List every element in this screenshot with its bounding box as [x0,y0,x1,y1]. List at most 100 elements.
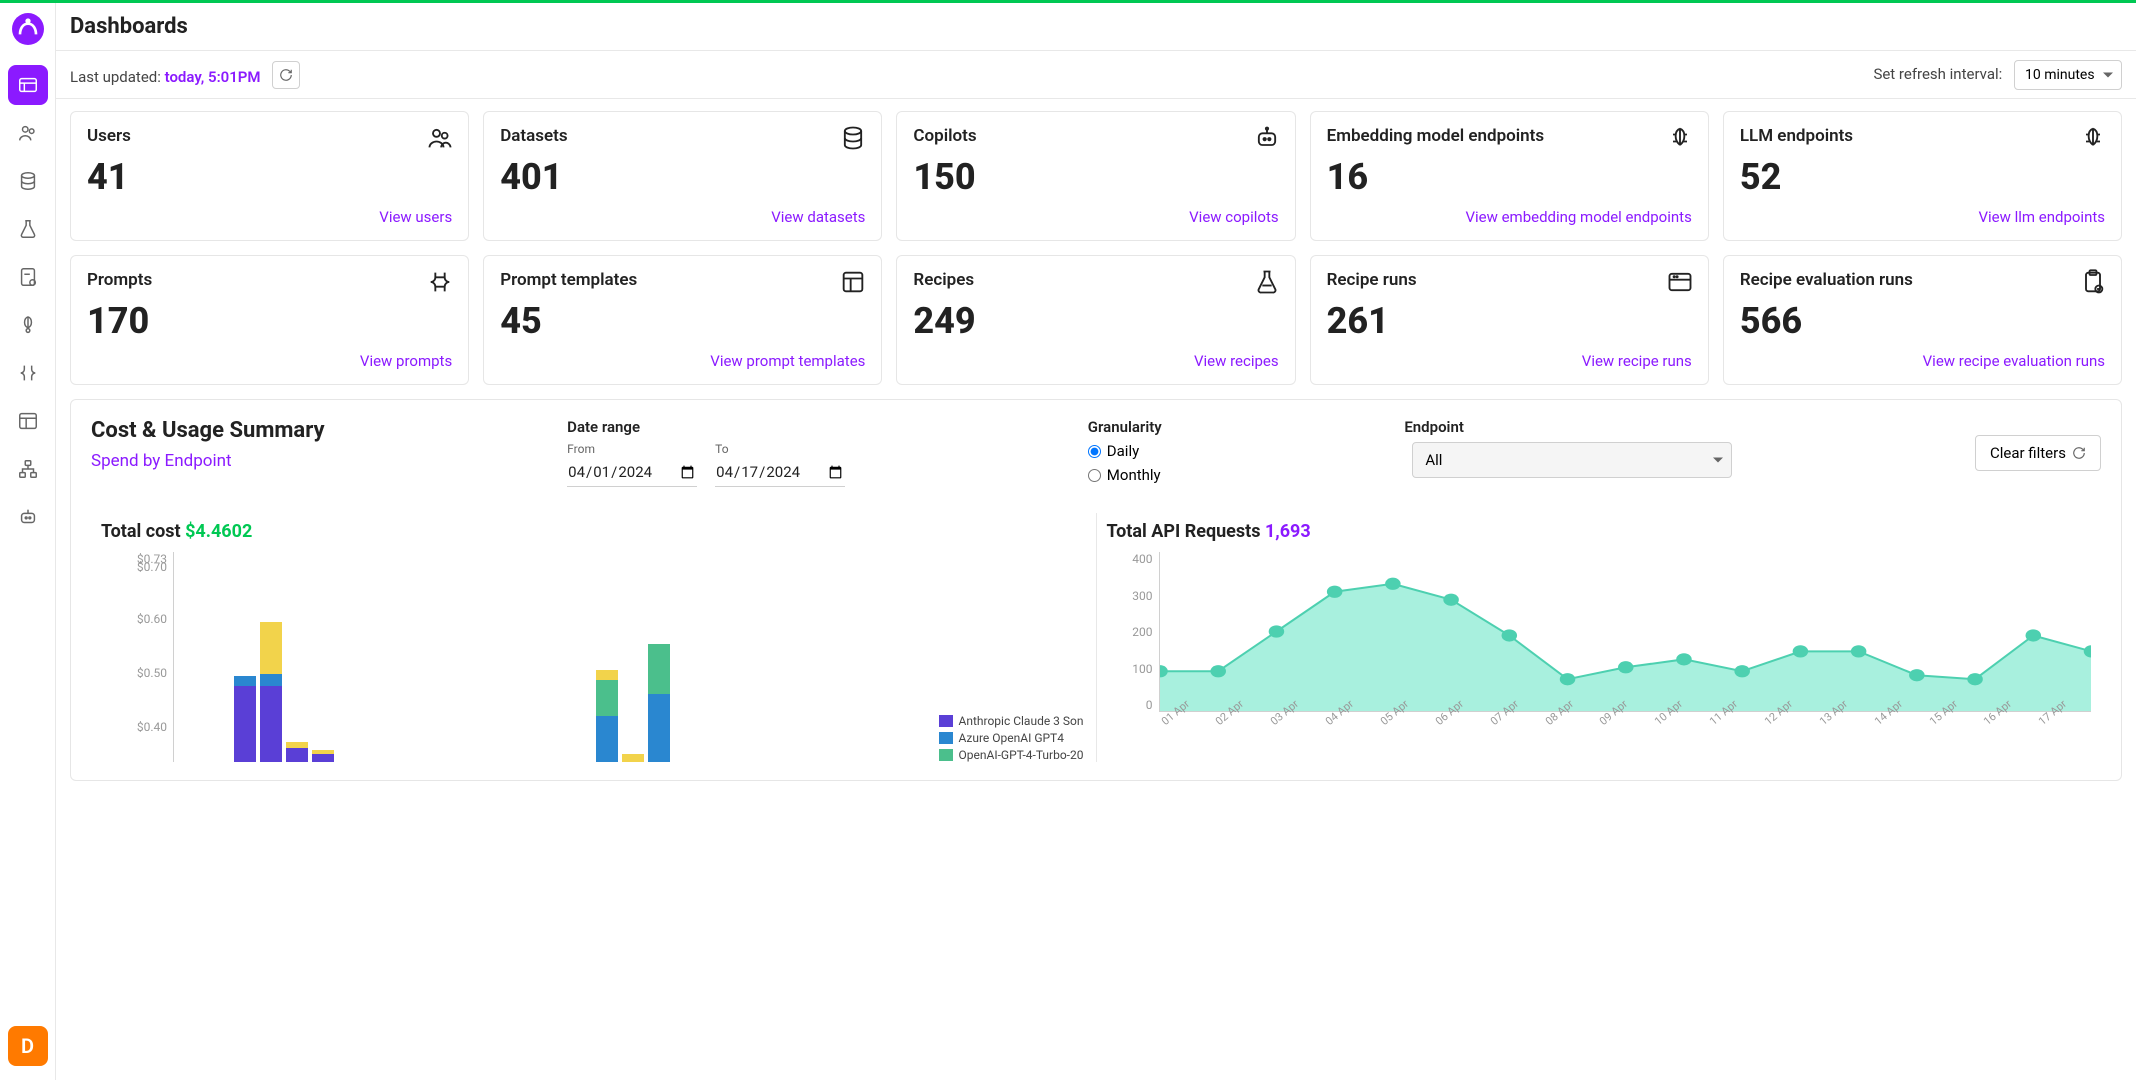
refresh-label: Set refresh interval: [1873,65,2002,83]
brain-icon [2079,124,2107,152]
card-link[interactable]: View prompts [87,352,452,370]
stat-card: Copilots 150 View copilots [896,111,1295,241]
filter-endpoint: Endpoint All [1404,418,1732,478]
date-range-label: Date range [567,418,845,436]
card-value: 16 [1327,156,1692,198]
summary-title: Cost & Usage Summary [91,418,325,443]
main-area: Dashboards Last updated: today, 5:01PM S… [56,3,2136,1080]
to-date-input[interactable] [715,458,845,487]
card-title: Recipe evaluation runs [1740,270,2105,290]
header: Dashboards [56,3,2136,51]
card-value: 566 [1740,300,2105,342]
bot-icon [1253,124,1281,152]
card-value: 170 [87,300,452,342]
card-link[interactable]: View recipe runs [1327,352,1692,370]
users-icon [426,124,454,152]
browser-icon [1666,268,1694,296]
nav-prompts[interactable] [8,353,48,393]
stat-card: Prompts 170 View prompts [70,255,469,385]
user-avatar[interactable]: D [8,1026,48,1066]
nav-org[interactable] [8,449,48,489]
granularity-option[interactable]: Daily [1088,442,1162,460]
refresh-controls: Set refresh interval: 10 minutes [1873,60,2122,90]
card-title: Recipes [913,270,1278,290]
cards-row: Prompts 170 View prompts Prompt template… [70,255,2122,385]
cost-chart-legend: Anthropic Claude 3 SonAzure OpenAI GPT4O… [939,711,1084,762]
refresh-interval-select[interactable]: 10 minutes [2014,60,2122,90]
card-link[interactable]: View recipes [913,352,1278,370]
card-value: 401 [500,156,865,198]
card-value: 41 [87,156,452,198]
api-chart-title: Total API Requests 1,693 [1107,521,2092,542]
card-link[interactable]: View embedding model endpoints [1327,208,1692,226]
card-link[interactable]: View datasets [500,208,865,226]
card-link[interactable]: View llm endpoints [1740,208,2105,226]
api-chart-panel: Total API Requests 1,693 4003002001000 0… [1097,513,2102,762]
command-icon [426,268,454,296]
cost-chart-title: Total cost $4.4602 [101,521,1086,542]
card-link[interactable]: View recipe evaluation runs [1740,352,2105,370]
card-title: Prompt templates [500,270,865,290]
card-title: Recipe runs [1327,270,1692,290]
from-label: From [567,442,697,456]
nav-dashboards[interactable] [8,65,48,105]
template-icon [839,268,867,296]
card-link[interactable]: View copilots [913,208,1278,226]
app-logo[interactable] [12,13,44,45]
card-value: 261 [1327,300,1692,342]
card-value: 45 [500,300,865,342]
summary-subtitle[interactable]: Spend by Endpoint [91,451,325,471]
reload-button[interactable] [272,61,300,89]
nav-runs[interactable] [8,257,48,297]
cost-bar-chart: $0.73$0.70$0.60$0.50$0.40 Anthropic Clau… [101,552,1086,762]
endpoint-select[interactable]: All [1412,442,1732,478]
granularity-label: Granularity [1088,418,1162,436]
card-link[interactable]: View prompt templates [500,352,865,370]
api-chart-xaxis: 01 Apr02 Apr03 Apr04 Apr05 Apr06 Apr07 A… [1159,718,2092,731]
card-value: 52 [1740,156,2105,198]
last-updated: Last updated: today, 5:01PM [70,61,300,89]
last-updated-label: Last updated: [70,68,165,86]
brain-icon [1666,124,1694,152]
nav-templates[interactable] [8,401,48,441]
nav-copilot[interactable] [8,497,48,537]
stat-card: Recipe runs 261 View recipe runs [1310,255,1709,385]
from-date-input[interactable] [567,458,697,487]
endpoint-label: Endpoint [1404,418,1732,436]
flask-icon [1253,268,1281,296]
cards-row: Users 41 View users Datasets 401 View da… [70,111,2122,241]
card-title: Prompts [87,270,452,290]
last-updated-value: today, 5:01PM [165,68,261,86]
clear-filters-button[interactable]: Clear filters [1975,435,2101,471]
cost-chart-panel: Total cost $4.4602 $0.73$0.70$0.60$0.50$… [91,513,1097,762]
cost-usage-panel: Cost & Usage Summary Spend by Endpoint D… [70,399,2122,781]
stat-card: Recipe evaluation runs 566 View recipe e… [1723,255,2122,385]
stat-card: LLM endpoints 52 View llm endpoints [1723,111,2122,241]
sidebar: D [0,3,56,1080]
page-title: Dashboards [70,14,188,39]
card-link[interactable]: View users [87,208,452,226]
filter-granularity: Granularity Daily Monthly [1088,418,1162,484]
database-icon [839,124,867,152]
card-title: Copilots [913,126,1278,146]
card-title: LLM endpoints [1740,126,2105,146]
to-label: To [715,442,845,456]
clear-filters-label: Clear filters [1990,444,2066,462]
card-value: 249 [913,300,1278,342]
stat-card: Users 41 View users [70,111,469,241]
clipboard-icon [2079,268,2107,296]
granularity-option[interactable]: Monthly [1088,466,1162,484]
stat-card: Embedding model endpoints 16 View embedd… [1310,111,1709,241]
card-title: Users [87,126,452,146]
nav-users[interactable] [8,113,48,153]
stat-card: Datasets 401 View datasets [483,111,882,241]
stat-card: Prompt templates 45 View prompt template… [483,255,882,385]
nav-endpoints[interactable] [8,305,48,345]
nav-recipes[interactable] [8,209,48,249]
filter-date-range: Date range From To [567,418,845,487]
card-title: Embedding model endpoints [1327,126,1692,146]
stat-card: Recipes 249 View recipes [896,255,1295,385]
content: Users 41 View users Datasets 401 View da… [56,99,2136,1080]
nav-datasets[interactable] [8,161,48,201]
card-value: 150 [913,156,1278,198]
